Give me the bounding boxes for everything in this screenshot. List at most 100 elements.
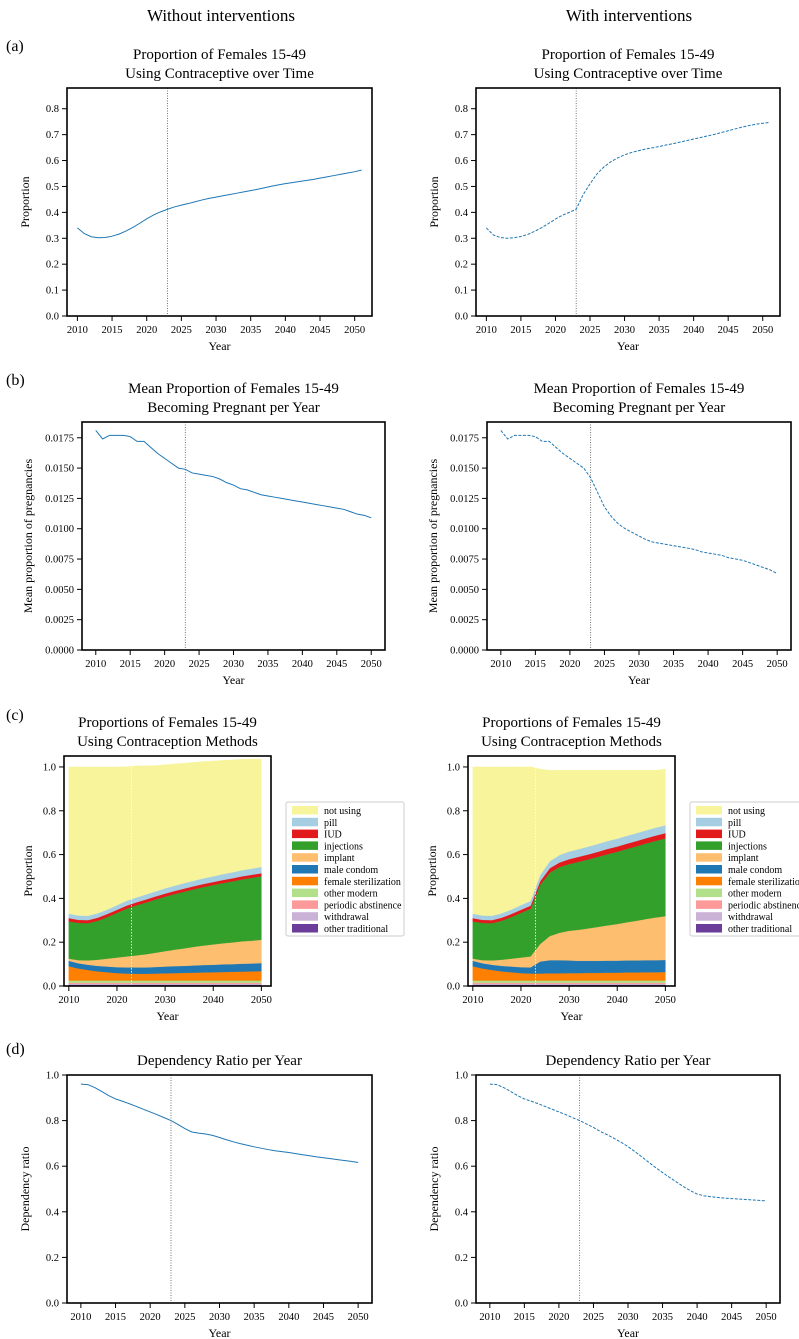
x-tick-label: 2045: [310, 325, 331, 336]
chart-a-left: Proportion of Females 15-49 Using Contrac…: [18, 47, 373, 353]
legend-label: female sterilization: [728, 877, 799, 888]
x-tick-label: 2040: [292, 659, 313, 670]
y-axis-label: Proportion: [427, 176, 441, 227]
series-line: [500, 430, 778, 575]
y-axis-label: Proportion: [18, 176, 32, 227]
x-tick-label: 2020: [548, 1312, 569, 1323]
x-tick-label: 2025: [594, 659, 615, 670]
legend-label: implant: [324, 853, 355, 864]
chart-title: Using Contraceptive over Time: [534, 66, 723, 82]
x-tick-label: 2050: [655, 995, 676, 1006]
x-tick-label: 2020: [545, 325, 566, 336]
x-tick-label: 2020: [559, 659, 580, 670]
chart-title: Becoming Pregnant per Year: [553, 400, 725, 416]
x-tick-label: 2035: [244, 1312, 265, 1323]
x-tick-label: 2050: [251, 995, 272, 1006]
plot-frame: [66, 1074, 373, 1304]
legend-swatch: [292, 829, 318, 839]
legend-swatch: [696, 817, 722, 827]
y-tick-label: 0.4: [46, 1207, 60, 1218]
x-tick-label: 2035: [663, 659, 684, 670]
x-tick-label: 2050: [752, 325, 773, 336]
chart-title: Dependency Ratio per Year: [137, 1053, 302, 1069]
y-tick-label: 0.8: [43, 806, 56, 817]
y-tick-label: 0.0: [455, 1299, 468, 1310]
y-tick-label: 0.0050: [45, 585, 74, 596]
area-other-modern: [68, 980, 262, 983]
legend-label: female sterilization: [324, 877, 401, 888]
legend-label: male condom: [728, 865, 782, 876]
x-tick-label: 2030: [559, 995, 580, 1006]
chart-title: Dependency Ratio per Year: [546, 1053, 711, 1069]
y-tick-label: 0.3: [46, 234, 59, 245]
legend-label: other modern: [324, 889, 378, 900]
y-tick-label: 0.0100: [450, 524, 479, 535]
y-axis-label: Mean proportion of pregnancies: [426, 459, 440, 614]
y-tick-label: 0.0: [455, 312, 468, 323]
legend-swatch: [292, 806, 318, 815]
x-tick-label: 2040: [275, 325, 296, 336]
legend-swatch: [292, 888, 318, 898]
x-tick-label: 2020: [154, 659, 175, 670]
y-axis-label: Mean proportion of pregnancies: [21, 459, 35, 614]
chart-title: Proportion of Females 15-49: [133, 47, 306, 63]
y-tick-label: 0.4: [46, 208, 60, 219]
x-tick-label: 2010: [85, 659, 106, 670]
x-tick-label: 2010: [67, 325, 88, 336]
y-axis-label: Dependency ratio: [18, 1147, 32, 1232]
y-axis-label: Proportion: [21, 845, 35, 896]
chart-c-right: Proportions of Females 15-49 Using Contra…: [425, 715, 799, 1023]
x-tick-label: 2010: [476, 325, 497, 336]
y-tick-label: 0.0175: [45, 433, 74, 444]
x-tick-label: 2015: [120, 659, 141, 670]
legend-label: pill: [324, 818, 338, 829]
chart-d-right: Dependency Ratio per Year 2010 2015 2020 202…: [427, 1053, 781, 1339]
y-tick-label: 0.8: [447, 806, 460, 817]
legend-label: not using: [728, 806, 765, 817]
y-tick-label: 0.5: [455, 182, 468, 193]
x-tick-label: 2025: [174, 1312, 195, 1323]
x-tick-label: 2040: [687, 1312, 708, 1323]
chart-title: Mean Proportion of Females 15-49: [128, 381, 339, 397]
chart-title: Becoming Pregnant per Year: [147, 400, 319, 416]
x-tick-label: 2040: [698, 659, 719, 670]
legend-swatch: [696, 912, 722, 921]
x-tick-label: 2015: [525, 659, 546, 670]
x-tick-label: 2020: [106, 995, 127, 1006]
x-tick-label: 2050: [767, 659, 788, 670]
x-tick-label: 2030: [614, 325, 635, 336]
y-tick-label: 0.4: [455, 1207, 469, 1218]
y-tick-label: 0.2: [46, 1253, 59, 1264]
plot-frame: [81, 421, 386, 651]
y-tick-label: 0.3: [455, 234, 468, 245]
y-tick-label: 0.4: [455, 208, 469, 219]
y-tick-label: 0.7: [46, 130, 59, 141]
x-tick-label: 2050: [756, 1312, 777, 1323]
x-tick-label: 2010: [70, 1312, 91, 1323]
legend-swatch: [292, 841, 318, 850]
plot-frame: [66, 87, 373, 317]
legend-swatch: [292, 853, 318, 862]
legend-label: implant: [728, 853, 759, 864]
chart-title: Using Contraception Methods: [77, 734, 258, 750]
x-tick-label: 2030: [223, 659, 244, 670]
x-tick-label: 2040: [203, 995, 224, 1006]
x-axis-label: Year: [208, 1326, 230, 1339]
chart-title: Using Contraception Methods: [481, 734, 662, 750]
y-tick-label: 0.6: [455, 156, 468, 167]
y-tick-label: 0.0: [447, 982, 460, 993]
x-tick-label: 2010: [462, 995, 483, 1006]
y-tick-label: 0.0050: [450, 585, 479, 596]
y-tick-label: 0.2: [447, 938, 460, 949]
y-tick-label: 0.2: [43, 938, 56, 949]
y-tick-label: 0.6: [46, 1162, 59, 1173]
chart-c-left: Proportions of Females 15-49 Using Contra…: [21, 715, 405, 1023]
x-axis-label: Year: [617, 339, 639, 353]
plot-frame: [486, 421, 792, 651]
legend-label: IUD: [728, 830, 746, 841]
chart-b-right: Mean Proportion of Females 15-49 Becoming…: [426, 381, 792, 687]
y-tick-label: 0.8: [46, 1116, 59, 1127]
x-tick-label: 2020: [136, 325, 157, 336]
y-tick-label: 0.2: [455, 1253, 468, 1264]
